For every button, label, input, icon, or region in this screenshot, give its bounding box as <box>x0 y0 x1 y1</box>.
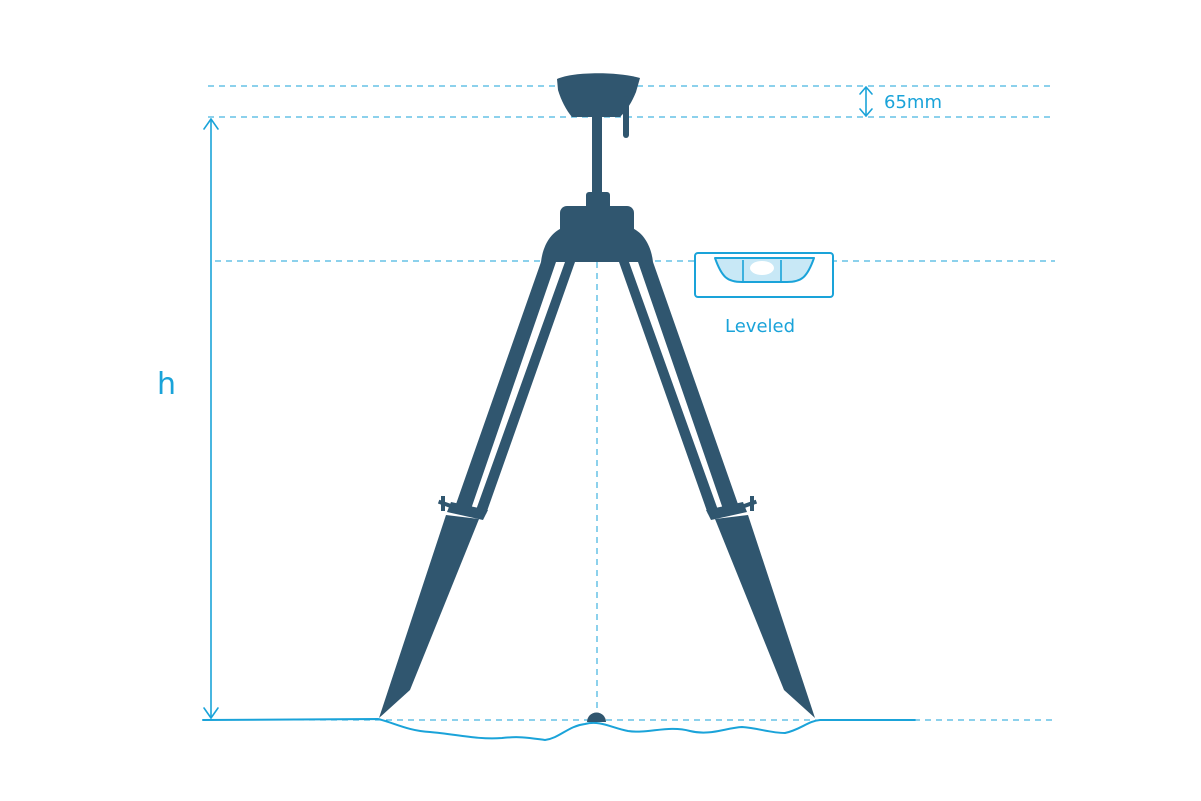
gnss-antenna-icon <box>557 73 640 196</box>
offset-label: 65mm <box>884 92 942 113</box>
antenna-head <box>557 73 640 117</box>
height-label: h <box>157 367 176 402</box>
survey-marker-icon <box>587 712 606 722</box>
ground-surface <box>202 717 916 742</box>
antenna-cable <box>623 96 629 138</box>
reference-lines <box>208 85 1055 721</box>
bubble-level-icon <box>694 252 834 298</box>
antenna-pole <box>592 112 602 196</box>
height-dimension-arrow <box>203 118 219 719</box>
level-status-label: Leveled <box>725 316 795 337</box>
offset-dimension-arrow <box>859 86 873 117</box>
level-bubble <box>750 261 774 275</box>
tripod-icon <box>379 192 815 718</box>
